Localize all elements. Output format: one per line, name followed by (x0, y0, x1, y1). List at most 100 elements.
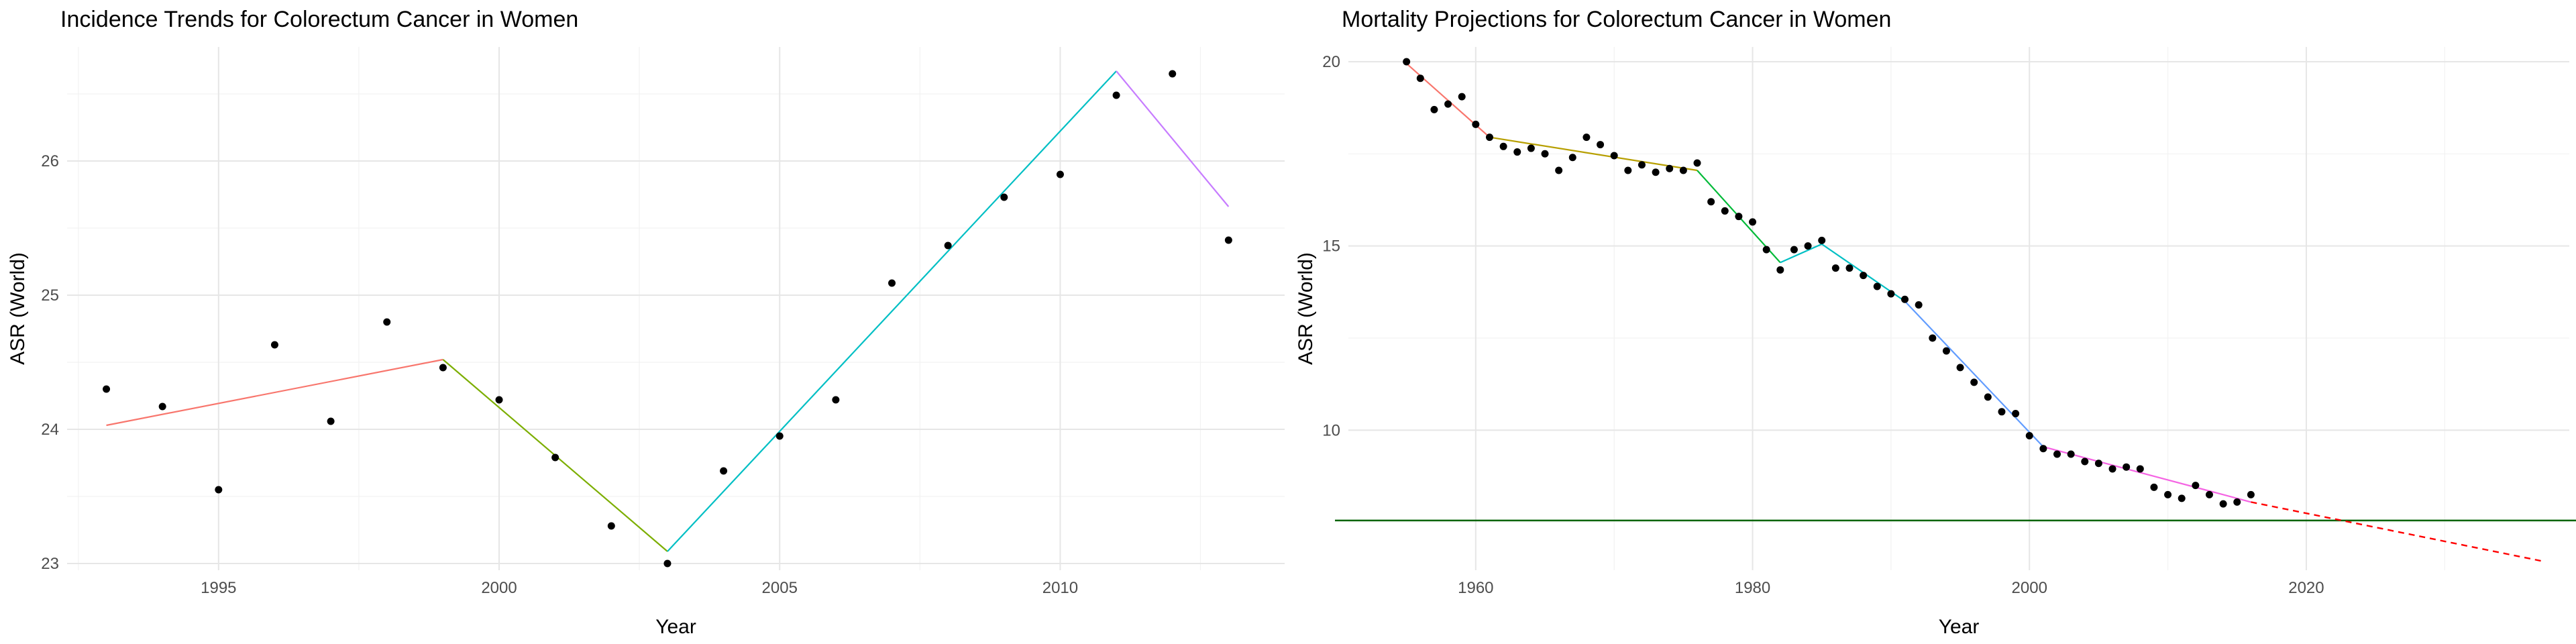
data-point (1582, 133, 1591, 142)
data-point (607, 522, 615, 530)
x-axis-title: Year (655, 616, 696, 638)
data-point (551, 453, 559, 462)
trend-segment-3 (667, 70, 1117, 552)
y-tick-label: 26 (41, 152, 59, 170)
trend-segment-2 (1489, 136, 1698, 172)
data-point (158, 402, 166, 411)
trend-segment-7 (2043, 445, 2251, 503)
data-point (1776, 266, 1784, 274)
data-point (1845, 264, 1854, 272)
data-point (1652, 168, 1660, 176)
x-tick-label: 2000 (2012, 579, 2047, 597)
data-point (1458, 93, 1466, 101)
projection-line (2251, 501, 2542, 562)
data-point (1956, 364, 1964, 372)
data-point (1860, 272, 1868, 280)
data-point (1818, 236, 1826, 244)
x-tick-label: 2005 (762, 579, 798, 597)
incidence-chart: 1995 2000 2005 2010 23 24 25 26 Year ASR (World) (7, 47, 1285, 638)
data-point (2205, 490, 2213, 498)
data-point (1873, 282, 1881, 290)
data-point (1915, 301, 1923, 309)
chart-title-mortality: Mortality Projections for Colorectum Can… (1342, 7, 1892, 32)
data-point (495, 396, 503, 404)
data-point (2094, 460, 2102, 468)
trend-segment-1 (106, 358, 443, 427)
data-point (1112, 91, 1120, 99)
data-point (1224, 236, 1232, 244)
data-point (1499, 142, 1507, 150)
data-point (1555, 166, 1563, 174)
data-point (2012, 410, 2020, 418)
data-point (2136, 465, 2144, 473)
data-point (1721, 207, 1729, 215)
data-point (1430, 105, 1438, 113)
data-point (2247, 490, 2255, 498)
data-point (2233, 498, 2241, 506)
data-point (2219, 500, 2227, 508)
x-axis-title: Year (1939, 616, 1980, 638)
data-point (663, 559, 672, 568)
data-point (832, 396, 840, 404)
data-point (1568, 154, 1576, 162)
data-point (1693, 159, 1701, 167)
data-point (1929, 334, 1937, 342)
data-point (1416, 74, 1424, 83)
data-point (1527, 144, 1535, 152)
y-tick-label: 15 (1322, 237, 1340, 256)
data-point (1804, 242, 1812, 250)
trend-segment-4 (1116, 70, 1230, 207)
data-point (1638, 161, 1646, 169)
data-point (1610, 152, 1618, 160)
data-point (1624, 166, 1632, 174)
data-point (2192, 482, 2200, 490)
data-point (1749, 218, 1757, 226)
data-point (1056, 170, 1064, 178)
data-point (383, 318, 391, 326)
data-point (2108, 465, 2116, 473)
data-point (888, 279, 896, 287)
data-point (1513, 148, 1521, 156)
data-point (439, 364, 447, 372)
y-axis-title: ASR (World) (1295, 252, 1317, 365)
data-point (775, 432, 784, 440)
data-point (1444, 100, 1452, 108)
y-tick-label: 25 (41, 286, 59, 305)
data-point (1942, 347, 1950, 355)
data-point (2067, 450, 2075, 458)
data-point (1679, 166, 1687, 174)
data-point (2039, 445, 2047, 453)
data-point (2025, 432, 2033, 440)
data-point (2123, 463, 2131, 471)
x-tick-label: 2000 (481, 579, 517, 597)
data-point (1831, 264, 1839, 272)
data-point (1970, 378, 1978, 386)
data-point (1541, 150, 1549, 158)
data-point (1597, 141, 1605, 149)
data-point (1984, 393, 1992, 401)
data-point (1485, 133, 1493, 142)
data-point (2053, 450, 2061, 458)
data-point (327, 417, 335, 425)
x-tick-label: 2010 (1042, 579, 1078, 597)
data-point (2081, 458, 2089, 466)
x-tick-label: 2020 (2288, 579, 2324, 597)
data-point (270, 341, 278, 349)
data-point (1000, 193, 1008, 201)
data-point (103, 385, 111, 393)
data-point (2178, 494, 2186, 502)
x-tick-label: 1995 (201, 579, 236, 597)
trend-segment-4 (1780, 243, 1823, 264)
mortality-chart: 1960 1980 2000 2020 10 15 20 Year ASR (World) (1295, 47, 2576, 638)
data-point (1472, 120, 1480, 128)
y-tick-label: 10 (1322, 421, 1340, 439)
x-tick-label: 1980 (1735, 579, 1770, 597)
data-point (1998, 408, 2006, 416)
data-point (2150, 483, 2158, 491)
y-tick-label: 23 (41, 555, 59, 573)
data-point (1790, 246, 1798, 254)
y-tick-label: 20 (1322, 53, 1340, 71)
data-point (944, 241, 952, 250)
data-point (1762, 246, 1770, 254)
